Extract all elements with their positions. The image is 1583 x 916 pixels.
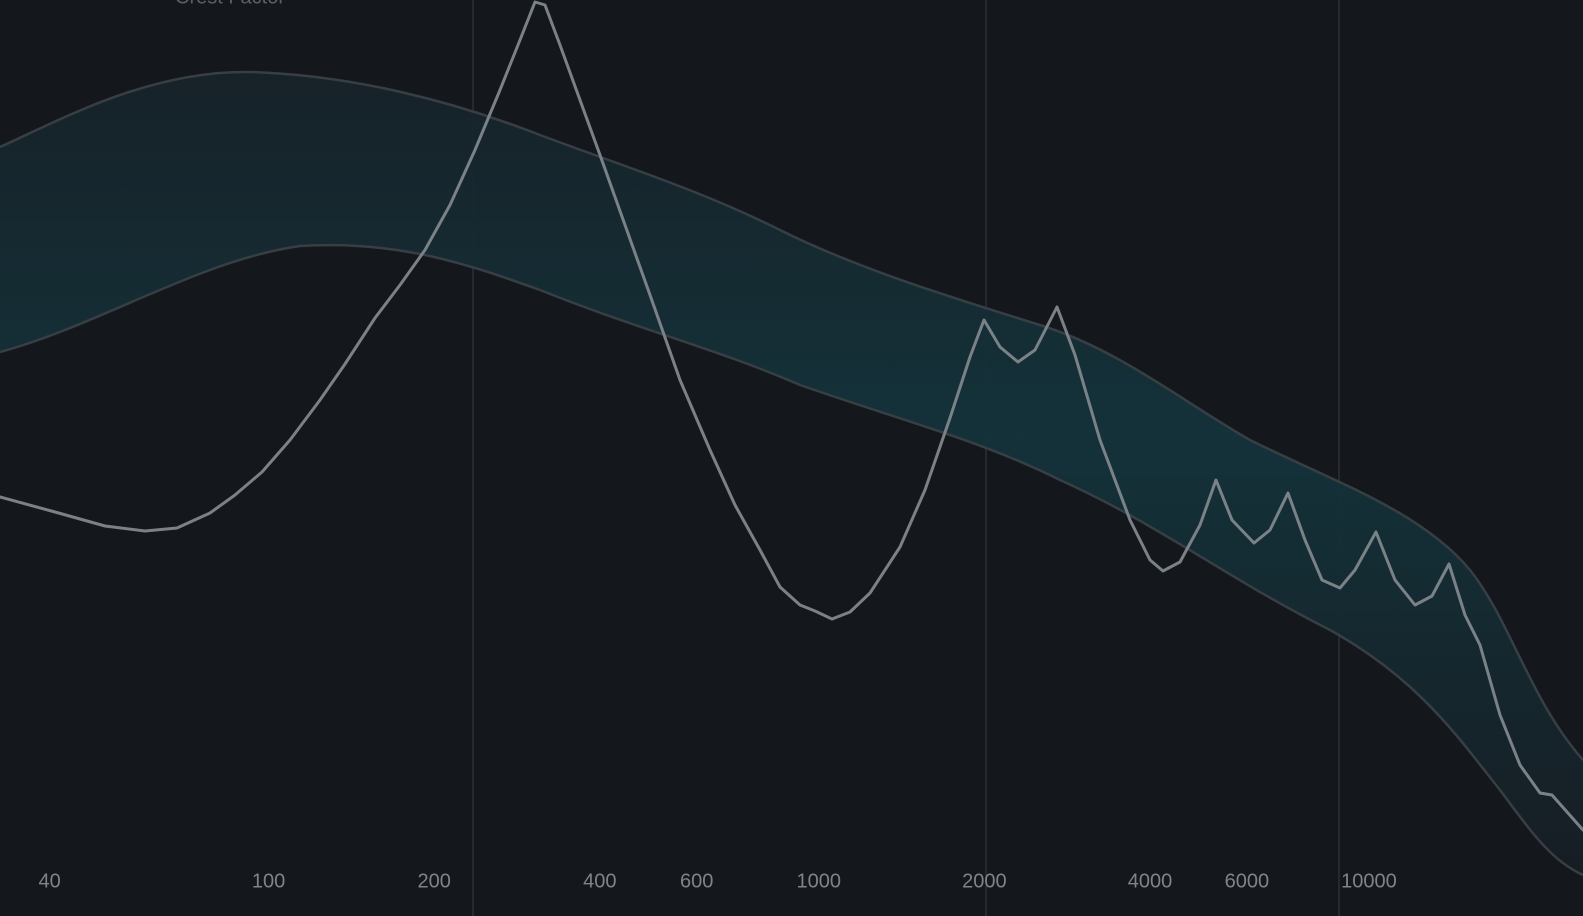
x-tick-label: 4000 xyxy=(1128,870,1173,892)
x-tick-label: 400 xyxy=(583,870,616,892)
overlay-label: Crest Factor xyxy=(175,0,285,8)
x-tick-label: 200 xyxy=(417,870,450,892)
x-tick-label: 100 xyxy=(252,870,285,892)
x-tick-label: 1000 xyxy=(796,870,841,892)
spectrum-line xyxy=(0,0,1583,832)
band-upper-edge xyxy=(0,70,1583,761)
band-lower-edge xyxy=(0,243,1583,877)
x-tick-label: 2000 xyxy=(962,870,1007,892)
x-tick-label: 6000 xyxy=(1225,870,1270,892)
target-band xyxy=(0,71,1583,875)
x-tick-label: 40 xyxy=(38,870,60,892)
frequency-axis: 40 100 200 400 600 1000 2000 4000 6000 10000 xyxy=(38,870,1396,892)
x-tick-label: 10000 xyxy=(1341,870,1397,892)
x-tick-label: 600 xyxy=(680,870,713,892)
